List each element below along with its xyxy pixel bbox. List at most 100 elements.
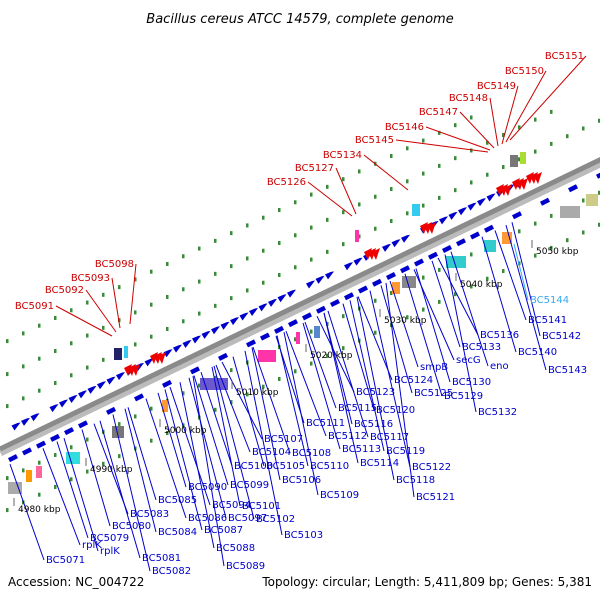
gene-arrow — [59, 399, 68, 408]
gene-arrow — [484, 224, 494, 233]
gene-arrow — [162, 379, 172, 388]
track-dot — [598, 222, 600, 227]
blue-gene-label: BC5103 — [284, 530, 323, 541]
track-dot — [246, 392, 249, 397]
red-gene-label-leader — [505, 70, 547, 143]
gene-arrow — [382, 243, 391, 252]
blue-gene-label: secG — [456, 355, 481, 366]
track-dot — [214, 407, 217, 412]
track-dot — [230, 231, 233, 236]
gene-block — [114, 348, 122, 360]
track-dot — [38, 460, 41, 465]
track-dot — [166, 261, 169, 266]
blue-gene-label: BC5108 — [292, 448, 331, 459]
blue-gene-label-leader — [93, 423, 129, 515]
track-dot — [486, 172, 489, 177]
blue-gene-label-leader — [323, 312, 359, 464]
gene-arrow — [358, 285, 368, 294]
blue-gene-label: BC5121 — [416, 492, 455, 503]
track-dot — [566, 134, 569, 139]
gene-arrow — [246, 339, 256, 348]
track-dot — [198, 311, 201, 316]
blue-gene-label: BC5115 — [338, 403, 377, 414]
gene-block — [520, 152, 526, 164]
track-dot — [198, 246, 201, 251]
track-dot — [470, 115, 473, 120]
blue-gene-label: BC5112 — [328, 431, 367, 442]
gene-arrow — [106, 376, 116, 385]
gene-arrow — [258, 303, 268, 312]
track-dot — [70, 445, 73, 450]
blue-gene-label: BC5132 — [478, 407, 517, 418]
blue-gene-label: BC5106 — [282, 475, 321, 486]
gene-arrow — [467, 202, 477, 211]
track-dot — [86, 469, 89, 474]
highlight-gene-arrow — [372, 248, 380, 260]
blue-gene-label: BC5086 — [188, 513, 227, 524]
track-dot — [406, 315, 409, 320]
track-dot — [390, 219, 393, 224]
track-dot — [358, 169, 361, 174]
red-gene-label-leader — [363, 154, 409, 191]
track-dot — [6, 508, 9, 513]
track-dot — [166, 294, 169, 299]
red-gene-label-leader — [509, 55, 587, 141]
blue-gene-label-leader — [127, 407, 157, 501]
track-dot — [358, 234, 361, 239]
gene-block — [355, 230, 359, 242]
gene-arrow — [330, 298, 340, 307]
track-dot — [406, 146, 409, 151]
gene-arrow — [288, 319, 298, 328]
gene-arrow — [414, 258, 424, 267]
blue-gene-label: BC5071 — [46, 555, 85, 566]
track-dot — [598, 118, 600, 123]
gene-arrow — [97, 381, 106, 390]
track-dot — [470, 284, 473, 289]
track-dot — [182, 391, 185, 396]
track-dot — [454, 292, 457, 297]
map-title: Bacillus cereus ATCC 14579, complete gen… — [146, 12, 453, 27]
blue-gene-label: BC5101 — [242, 501, 281, 512]
track-dot — [550, 141, 553, 146]
track-dot — [86, 333, 89, 338]
blue-gene-label: eno — [490, 361, 509, 372]
blue-gene-label: BC5117 — [370, 432, 409, 443]
blue-gene-label-leader — [211, 366, 241, 507]
track-dot — [422, 138, 425, 143]
track-dot — [150, 269, 153, 274]
track-dot — [262, 248, 265, 253]
scale-tick-label: 5040 kbp — [460, 280, 503, 290]
highlight-gene-arrow — [520, 178, 528, 190]
red-gene-label: BC5093 — [71, 273, 110, 284]
track-dot — [422, 307, 425, 312]
gene-arrow — [344, 292, 354, 301]
track-dot — [390, 187, 393, 192]
backbone-line — [0, 157, 600, 452]
track-dot — [342, 177, 345, 182]
scale-tick-label: 5010 kbp — [236, 388, 279, 398]
gene-arrow — [442, 244, 452, 253]
track-dot — [374, 194, 377, 199]
track-dot — [214, 303, 217, 308]
highlight-gene-arrow — [504, 184, 512, 196]
track-dot — [358, 202, 361, 207]
blue-gene-label-leader — [81, 429, 111, 527]
blue-gene-label-leader — [200, 371, 233, 467]
blue-gene-label: BC5136 — [480, 330, 519, 341]
gene-block — [510, 155, 518, 167]
track-dot — [454, 188, 457, 193]
red-gene-label-leader — [307, 181, 353, 217]
scale-tick-label: 5020 kbp — [310, 351, 353, 361]
track-dot — [566, 238, 569, 243]
blue-gene-label-leader — [275, 335, 305, 424]
track-dot — [38, 323, 41, 328]
track-dot — [310, 257, 313, 262]
gene-arrow — [192, 335, 201, 344]
blue-gene-label: BC5089 — [226, 561, 265, 572]
red-gene-label-leader — [85, 289, 117, 333]
gene-arrow — [512, 211, 522, 220]
gene-arrow — [211, 326, 220, 335]
blue-gene-label-leader — [9, 464, 45, 561]
track-dot — [102, 292, 105, 297]
